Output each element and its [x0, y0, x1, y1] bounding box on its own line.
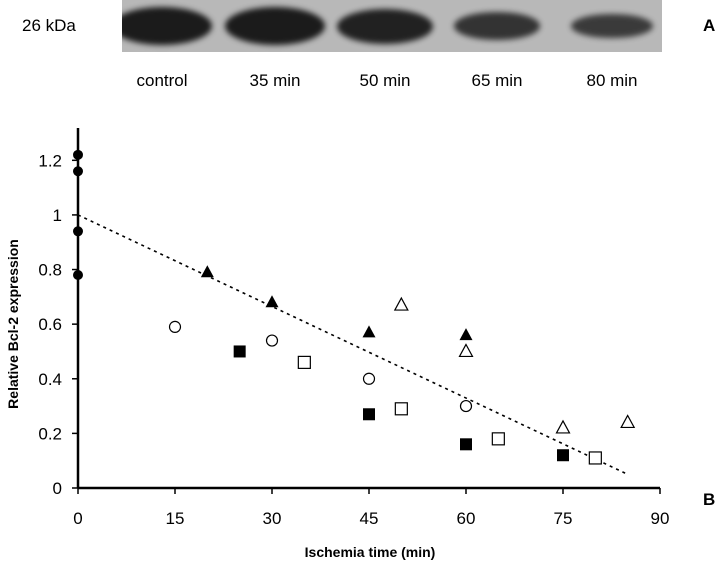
data-points: [73, 149, 636, 465]
open-square-point: [394, 402, 408, 416]
open-square-point: [491, 432, 505, 446]
x-tick-label: 90: [651, 509, 670, 528]
blot-band: [337, 8, 433, 44]
filled-circle-point: [73, 270, 83, 280]
x-tick-label: 60: [457, 509, 476, 528]
open-square-point: [588, 451, 602, 465]
filled-circle-point: [73, 226, 83, 237]
open-square-point: [297, 355, 311, 369]
x-tick-label: 45: [360, 509, 379, 528]
open-triangle-point: [458, 343, 474, 358]
panel-label-b: B: [703, 490, 716, 509]
western-blot-image: [122, 0, 662, 52]
y-tick-label: 0.2: [38, 424, 62, 443]
y-tick-label: 0.4: [38, 370, 62, 389]
filled-square-point: [363, 408, 375, 421]
open-triangle-point: [393, 296, 409, 311]
y-tick-label: 0: [53, 479, 62, 498]
blot-band: [225, 7, 325, 45]
blot-lane-label: 80 min: [586, 71, 638, 90]
trendline-path: [77, 214, 629, 476]
open-circle-point: [362, 372, 376, 385]
blot-lane-label: control: [136, 71, 188, 90]
open-triangle-point: [620, 414, 636, 429]
filled-triangle-point: [459, 328, 473, 341]
trendline: [77, 214, 629, 476]
x-tick-label: 75: [554, 509, 573, 528]
open-triangle-point: [555, 419, 571, 434]
filled-square-point: [233, 345, 246, 358]
open-circle-point: [265, 334, 279, 347]
blot-lane-label: 50 min: [359, 71, 411, 90]
filled-circle-point: [73, 149, 83, 160]
x-tick-label: 0: [73, 509, 82, 528]
y-axis-label: Relative Bcl-2 expression: [5, 239, 21, 409]
blot-band: [122, 7, 212, 45]
molecular-weight-label: 26 kDa: [22, 16, 76, 35]
open-circle-point: [168, 320, 182, 333]
y-tick-label: 0.8: [38, 261, 62, 280]
panel-label-a: A: [703, 16, 716, 35]
y-tick-label: 1: [53, 206, 62, 225]
filled-circle-point: [73, 166, 83, 177]
y-tick-label: 0.6: [38, 315, 62, 334]
x-tick-label: 30: [263, 509, 282, 528]
filled-square-point: [557, 449, 569, 462]
y-tick-label: 1.2: [38, 151, 62, 170]
chart-axes: [76, 128, 660, 490]
chart-ticks: 0 15 30 45 60 75 90 0 0.2 0.4 0.6 0.8 1 1.2: [38, 151, 669, 528]
filled-square-point: [460, 438, 472, 451]
open-circle-point: [459, 399, 473, 413]
blot-lane-label: 65 min: [471, 71, 523, 90]
blot-band: [454, 12, 540, 40]
x-axis-label: Ischemia time (min): [305, 544, 436, 560]
filled-triangle-point: [265, 295, 279, 308]
filled-triangle-point: [200, 265, 214, 278]
blot-lane-label: 35 min: [249, 71, 301, 90]
blot-band: [571, 13, 653, 39]
filled-triangle-point: [362, 325, 376, 338]
x-tick-label: 15: [166, 509, 185, 528]
